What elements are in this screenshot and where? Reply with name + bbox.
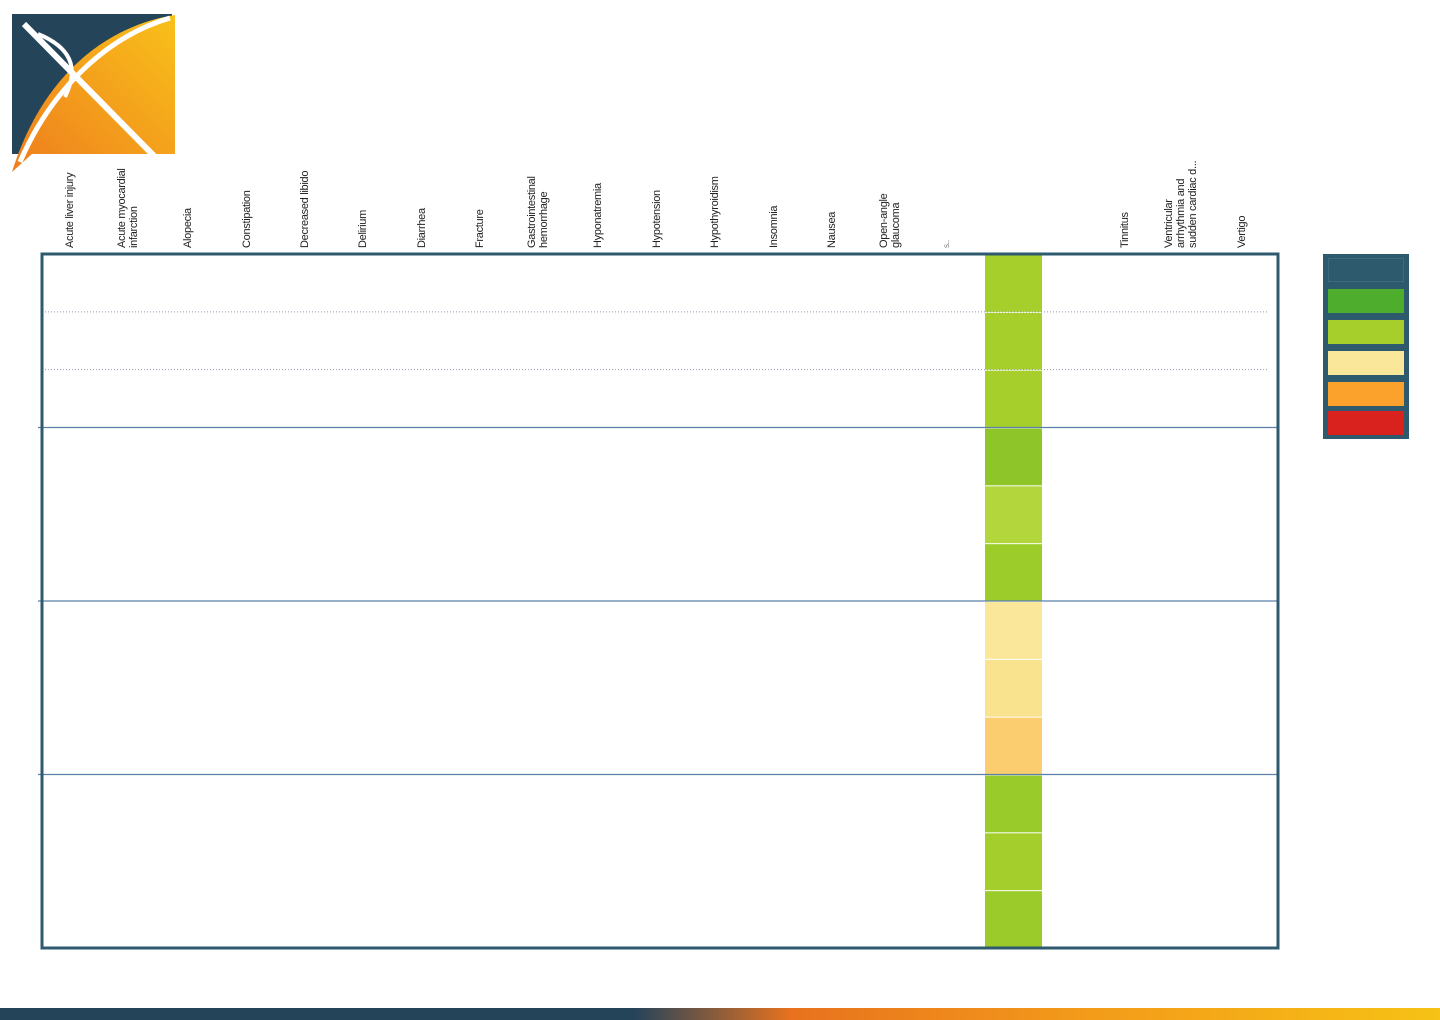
heatmap-cell	[985, 312, 1042, 370]
heatmap-cell	[985, 833, 1042, 891]
legend-swatch-3	[1328, 320, 1404, 344]
heatmap-cell	[985, 659, 1042, 717]
chart-frame	[40, 252, 1280, 950]
heatmap-cell	[985, 602, 1042, 659]
heatmap-cell	[985, 891, 1042, 948]
heatmap-cell	[985, 775, 1042, 833]
heatmap-cell	[985, 255, 1042, 312]
logo	[12, 14, 175, 172]
heatmap-cell	[985, 428, 1042, 486]
logo-white-cross-3	[37, 32, 74, 98]
heatmap-cell	[985, 717, 1042, 775]
heatmap-grid	[38, 252, 1280, 950]
heatmap-cell	[985, 370, 1042, 428]
logo-white-cross-2	[17, 15, 171, 163]
logo-white-cross-1	[21, 21, 163, 165]
legend-swatch-2	[1328, 289, 1404, 313]
footer-bar	[0, 1008, 1440, 1020]
legend-swatch-6	[1328, 411, 1404, 435]
heatmap-cell	[985, 544, 1042, 601]
legend-swatch-4	[1328, 351, 1404, 375]
legend	[1323, 254, 1409, 439]
heatmap-cell	[985, 486, 1042, 544]
legend-swatch-5	[1328, 382, 1404, 406]
legend-swatch-1	[1328, 258, 1404, 282]
